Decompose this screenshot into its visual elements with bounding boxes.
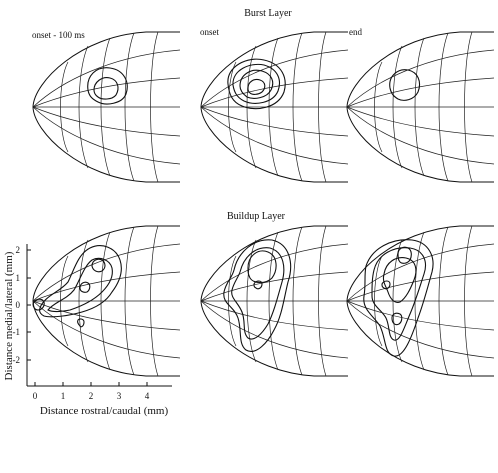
contour [79,281,91,293]
contour [381,280,391,290]
contour [91,258,106,273]
x-ticks: 0 1 2 3 4 [33,382,150,401]
y-tick-label: 1 [16,273,21,283]
panel-burst-end [346,31,495,183]
contour [239,69,274,99]
contour [93,77,119,100]
y-tick-label: -2 [13,355,21,365]
contour [77,318,85,328]
contour [87,67,128,105]
x-tick-label: 3 [117,391,122,401]
x-tick-label: 1 [61,391,66,401]
contour [391,312,403,326]
y-ticks: 2 1 0 -1 -2 [13,245,31,365]
contour [223,239,292,352]
x-tick-label: 0 [33,391,38,401]
panel-buildup-onset [200,225,349,377]
contour [253,280,263,290]
row-title-burst: Burst Layer [244,8,292,19]
y-tick-label: 0 [16,300,21,310]
contour [247,78,266,95]
y-tick-label: 2 [16,245,21,255]
x-tick-label: 2 [89,391,94,401]
y-tick-label: -1 [13,327,21,337]
x-axis-label: Distance rostral/caudal (mm) [40,405,169,417]
contour [397,246,412,264]
x-tick-label: 4 [145,391,150,401]
contour [47,257,113,313]
contour [232,63,281,104]
contour [32,298,45,311]
panel-label-onset: onset [200,27,219,37]
panel-label-end: end [349,27,362,37]
contour [363,239,434,357]
panel-buildup-onset-100 [32,225,181,377]
y-axis-label: Distance medial/lateral (mm) [3,251,15,380]
contour [389,69,421,101]
contour [371,247,427,341]
panel-burst-onset-100 [32,31,181,183]
contour [227,58,286,110]
contour [247,250,277,284]
panel-buildup-end [346,225,495,377]
panel-label-onset-100: onset - 100 ms [32,30,85,40]
panel-burst-onset [200,31,349,183]
row-title-buildup: Buildup Layer [227,211,286,222]
contour [231,247,285,340]
contour [382,257,417,303]
contour [39,245,122,318]
